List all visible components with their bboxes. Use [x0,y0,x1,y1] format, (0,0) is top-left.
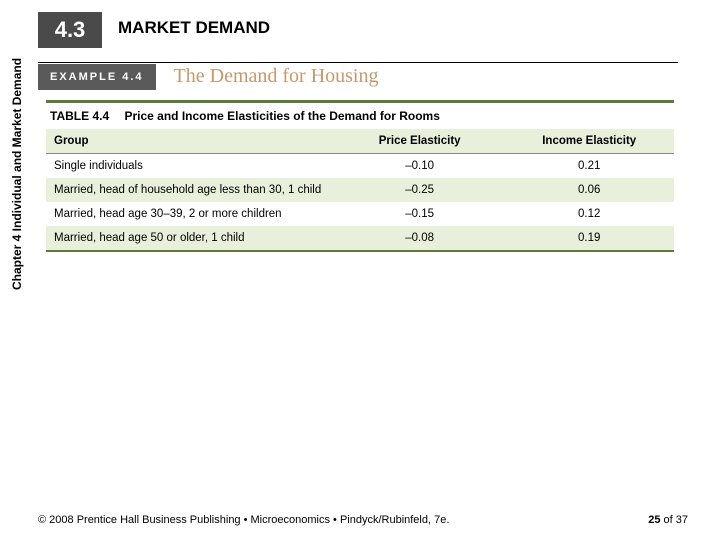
cell-price-elasticity: –0.10 [335,154,505,179]
table-header-row: Group Price Elasticity Income Elasticity [46,129,674,154]
page-current: 25 [648,514,660,526]
cell-income-elasticity: 0.06 [504,178,674,202]
cell-group: Married, head of household age less than… [46,178,335,202]
col-header-price-elasticity: Price Elasticity [335,129,505,154]
cell-group: Married, head age 30–39, 2 or more child… [46,202,335,226]
elasticity-table-area: TABLE 4.4 Price and Income Elasticities … [46,100,674,252]
col-header-income-elasticity: Income Elasticity [504,129,674,154]
cell-income-elasticity: 0.21 [504,154,674,179]
col-header-group: Group [46,129,335,154]
example-title: The Demand for Housing [174,65,379,88]
table-row: Married, head age 50 or older, 1 child –… [46,226,674,251]
table-caption: TABLE 4.4 Price and Income Elasticities … [46,100,674,129]
cell-price-elasticity: –0.08 [335,226,505,251]
cell-income-elasticity: 0.12 [504,202,674,226]
section-title: MARKET DEMAND [118,18,270,38]
table-row: Married, head age 30–39, 2 or more child… [46,202,674,226]
cell-income-elasticity: 0.19 [504,226,674,251]
copyright-text: © 2008 Prentice Hall Business Publishing… [38,514,449,526]
cell-group: Single individuals [46,154,335,179]
example-label: EXAMPLE 4.4 [38,64,156,90]
cell-price-elasticity: –0.15 [335,202,505,226]
example-bar: EXAMPLE 4.4 The Demand for Housing [38,62,678,90]
elasticity-table: Group Price Elasticity Income Elasticity… [46,129,674,252]
slide-footer: © 2008 Prentice Hall Business Publishing… [38,514,688,526]
table-row: Married, head of household age less than… [46,178,674,202]
table-label: TABLE 4.4 [50,109,109,123]
section-number-badge: 4.3 [38,12,102,48]
cell-group: Married, head age 50 or older, 1 child [46,226,335,251]
page-of: of 37 [664,514,688,526]
table-row: Single individuals –0.10 0.21 [46,154,674,179]
chapter-side-label: Chapter 4 Individual and Market Demand [10,58,24,290]
table-title: Price and Income Elasticities of the Dem… [124,109,439,123]
page-number: 25 of 37 [648,514,688,526]
section-number: 4.3 [55,17,86,43]
cell-price-elasticity: –0.25 [335,178,505,202]
